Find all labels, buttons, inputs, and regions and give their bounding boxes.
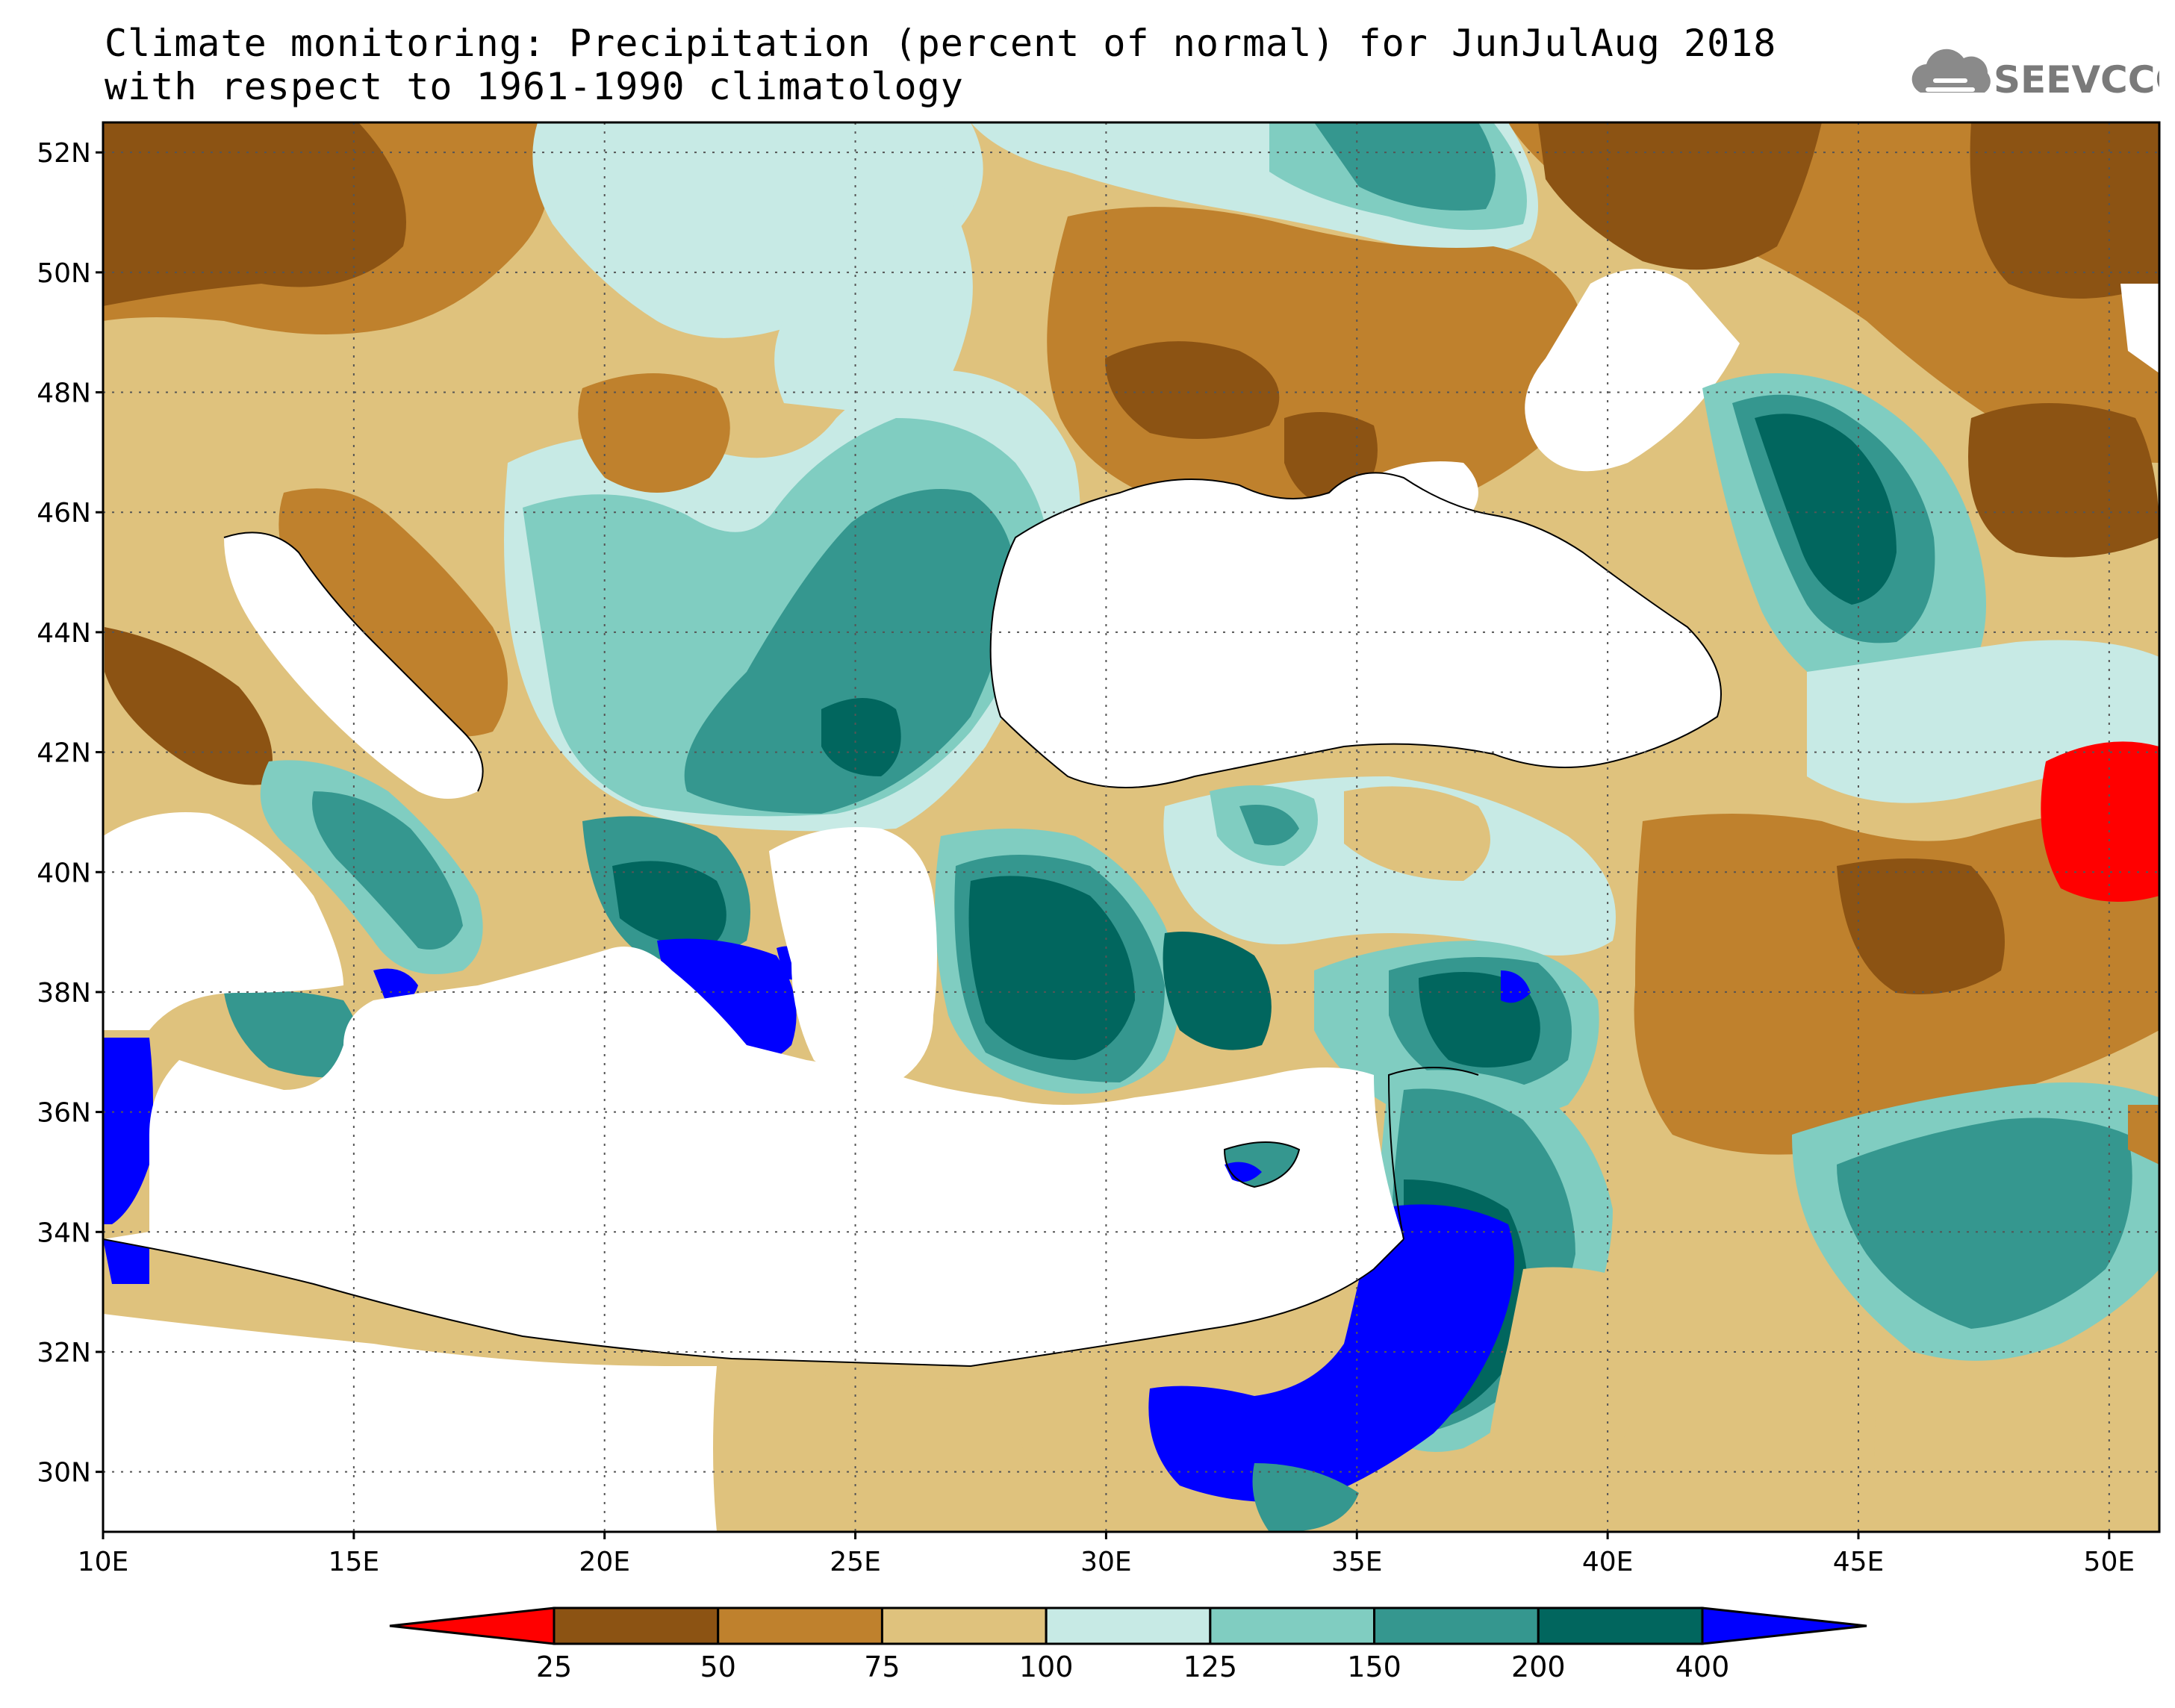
colorbar-label: 25 xyxy=(536,1651,572,1683)
colorbar-label: 100 xyxy=(1019,1651,1074,1683)
colorbar-segment xyxy=(717,1606,883,1645)
lon-tick-label: 30E xyxy=(1080,1547,1132,1577)
lon-tick-label: 50E xyxy=(2084,1547,2135,1577)
map-title-line-2: with respect to 1961-1990 climatology xyxy=(105,65,964,108)
colorbar-label: 150 xyxy=(1347,1651,1401,1683)
lat-tick-label: 46N xyxy=(37,498,91,529)
logo-text: SEEVCCC xyxy=(1994,58,2159,102)
colorbar-segment xyxy=(880,1606,1048,1645)
lat-tick-label: 52N xyxy=(37,138,91,169)
lat-tick-label: 48N xyxy=(37,378,91,409)
colorbar-segment xyxy=(1209,1606,1376,1645)
lat-tick-label: 40N xyxy=(37,858,91,888)
colorbar: 25 50 75 100 125 150 200 400 xyxy=(389,1606,1867,1683)
lon-tick-label: 35E xyxy=(1331,1547,1383,1577)
map-title-line-1: Climate monitoring: Precipitation (perce… xyxy=(105,22,1777,65)
lat-tick-label: 44N xyxy=(37,618,91,649)
colorbar-segment xyxy=(1045,1606,1212,1645)
colorbar-segment xyxy=(1373,1606,1540,1645)
lon-tick-label: 40E xyxy=(1582,1547,1634,1577)
longitude-axis: 10E 15E 20E 25E 30E 35E 40E 45E 50E xyxy=(78,1532,2135,1577)
cloud-icon xyxy=(1911,49,1991,93)
lon-tick-label: 45E xyxy=(1833,1547,1885,1577)
precipitation-field xyxy=(103,122,2159,1532)
colorbar-low-arrow xyxy=(389,1606,556,1645)
lat-tick-label: 38N xyxy=(37,978,91,1009)
colorbar-label: 400 xyxy=(1675,1651,1730,1683)
lat-tick-label: 34N xyxy=(37,1218,91,1248)
colorbar-segment xyxy=(1537,1606,1704,1645)
seevccc-logo: SEEVCCC xyxy=(1911,49,2159,102)
lat-tick-label: 30N xyxy=(37,1458,91,1489)
colorbar-label: 125 xyxy=(1183,1651,1238,1683)
colorbar-label: 200 xyxy=(1511,1651,1566,1683)
colorbar-segment xyxy=(553,1606,720,1645)
colorbar-label: 50 xyxy=(700,1651,736,1683)
coastlines xyxy=(103,472,1722,1368)
lon-tick-label: 10E xyxy=(78,1547,129,1577)
latitude-axis: 52N 50N 48N 46N 44N 42N 40N 38N 36N 34N 32N 30N xyxy=(37,138,103,1489)
plot-frame xyxy=(102,121,2161,1533)
lat-tick-label: 36N xyxy=(37,1098,91,1129)
lon-tick-label: 25E xyxy=(830,1547,881,1577)
lon-tick-label: 20E xyxy=(579,1547,630,1577)
colorbar-label: 75 xyxy=(864,1651,900,1683)
lat-tick-label: 32N xyxy=(37,1338,91,1368)
lat-tick-label: 42N xyxy=(37,738,91,769)
lat-tick-label: 50N xyxy=(37,258,91,289)
lon-tick-label: 15E xyxy=(329,1547,380,1577)
colorbar-high-arrow xyxy=(1701,1606,1867,1645)
